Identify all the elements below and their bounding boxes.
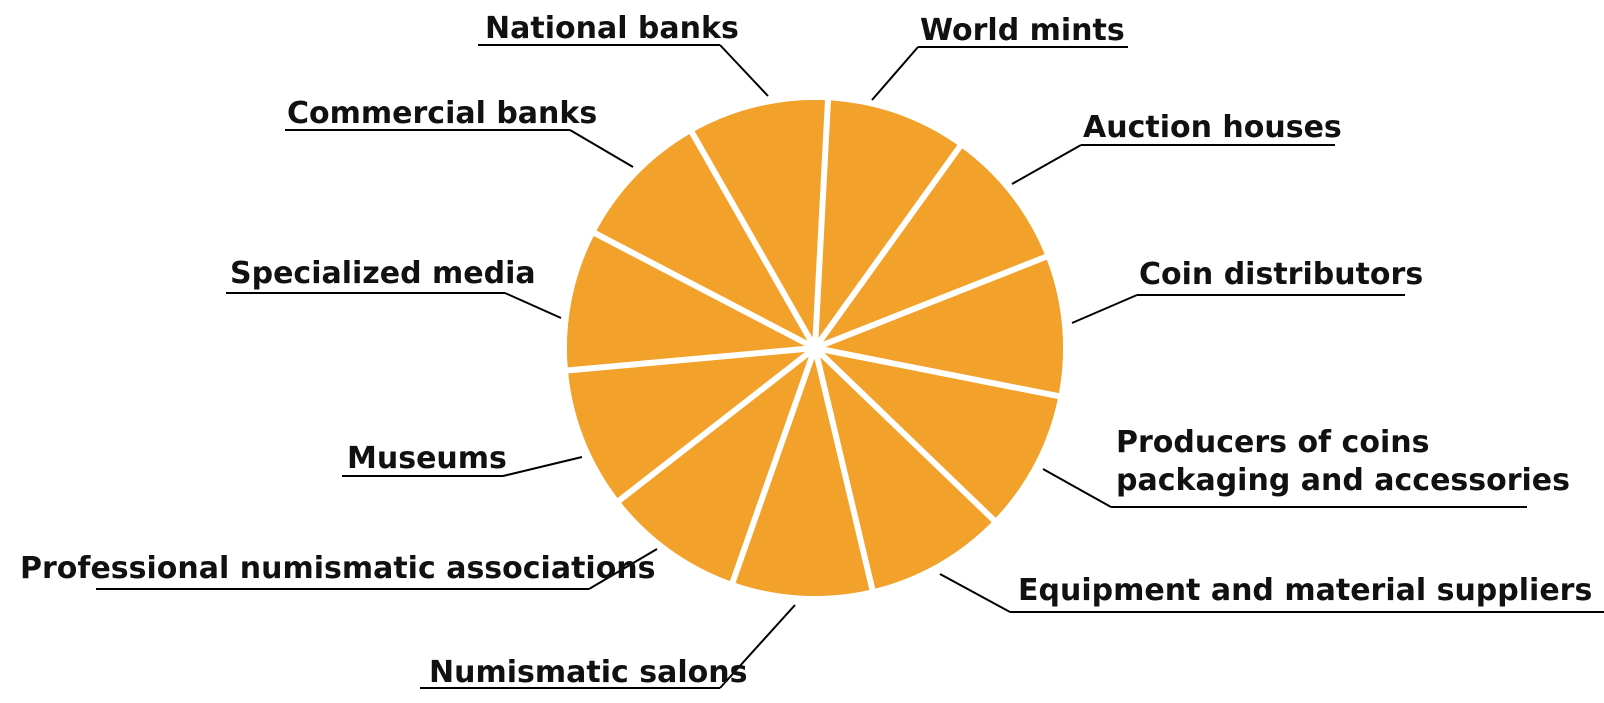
leader-lines	[96, 44, 1604, 689]
slice-separator	[687, 127, 818, 350]
slice-separator	[812, 96, 832, 349]
segment-label-3: Coin distributors	[1139, 257, 1423, 292]
leader-line-5	[939, 573, 1011, 613]
segment-label-4-line-2: packaging and accessories	[1116, 463, 1570, 498]
slice-separator	[812, 347, 877, 594]
slice-separator	[614, 345, 817, 506]
segment-label-6: Numismatic salons	[429, 655, 747, 690]
pie-slice-10	[595, 132, 815, 348]
slice-separator	[563, 345, 816, 374]
leader-line-3	[1071, 294, 1138, 324]
slice-separator	[813, 252, 1051, 351]
slice-separator	[590, 228, 817, 351]
pie-slice-7	[619, 348, 815, 582]
segment-label-4-line-1: Producers of coins	[1116, 425, 1429, 460]
segment-label-10: Commercial banks	[287, 96, 597, 131]
pie-slice-9	[567, 233, 815, 371]
pie-center	[806, 339, 824, 357]
segment-label-1: World mints	[920, 13, 1125, 48]
segment-label-9: Specialized media	[230, 256, 536, 291]
pie-slice-2	[815, 146, 1046, 348]
leader-line-10	[569, 129, 634, 168]
slice-separator	[812, 345, 999, 525]
slice-separator	[812, 141, 965, 350]
leader-line-4	[1042, 468, 1112, 508]
leader-line-9	[504, 292, 562, 319]
segment-labels: World mints Auction houses Coin distributo…	[20, 11, 1592, 690]
leader-line-8	[502, 456, 583, 477]
pie-slices	[563, 96, 1063, 596]
pie-slice-11	[692, 100, 828, 348]
leader-line-6	[719, 604, 796, 689]
segment-label-5: Equipment and material suppliers	[1018, 573, 1592, 608]
pie-slice-8	[568, 348, 815, 501]
slice-separator	[814, 345, 1063, 400]
leader-line-2	[1011, 144, 1082, 185]
segment-label-2: Auction houses	[1083, 110, 1342, 145]
slice-separator	[728, 347, 818, 587]
leader-line-11	[719, 44, 769, 97]
pie-slice-4	[815, 348, 1059, 520]
segment-label-7: Professional numismatic associations	[20, 551, 656, 586]
pie-slice-1	[815, 100, 960, 348]
pie-slice-6	[732, 348, 873, 596]
segment-label-11: National banks	[485, 11, 739, 46]
pie-slice-3	[815, 256, 1063, 397]
segment-label-8: Museums	[347, 441, 507, 476]
leader-line-7	[588, 548, 658, 590]
leader-line-1	[871, 46, 919, 101]
